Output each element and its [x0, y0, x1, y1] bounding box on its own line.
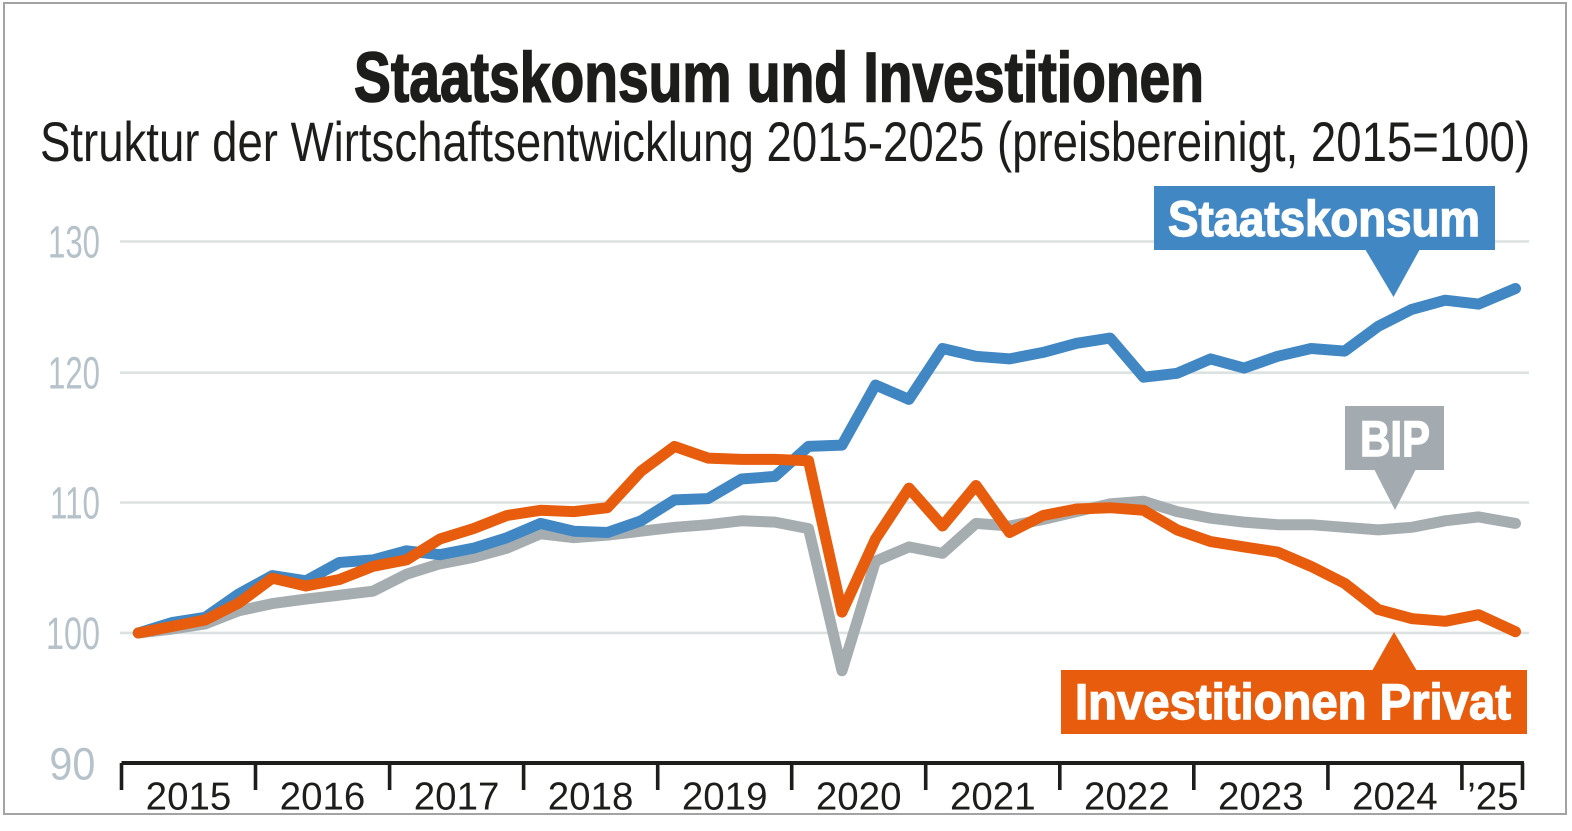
svg-text:’25: ’25: [1467, 776, 1518, 819]
svg-text:Staatskonsum und Investitionen: Staatskonsum und Investitionen: [354, 38, 1204, 117]
svg-text:120: 120: [48, 347, 100, 398]
svg-text:2017: 2017: [414, 776, 500, 819]
svg-text:2022: 2022: [1084, 776, 1170, 819]
svg-text:2015: 2015: [146, 776, 232, 819]
svg-text:2021: 2021: [950, 776, 1036, 819]
svg-text:Investitionen Privat: Investitionen Privat: [1075, 674, 1511, 730]
svg-text:BIP: BIP: [1360, 411, 1430, 467]
svg-text:2018: 2018: [548, 776, 634, 819]
svg-text:100: 100: [46, 608, 100, 659]
svg-text:Staatskonsum: Staatskonsum: [1168, 191, 1480, 247]
svg-text:110: 110: [50, 478, 100, 529]
svg-text:2020: 2020: [816, 776, 902, 819]
svg-text:2023: 2023: [1218, 776, 1304, 819]
svg-text:130: 130: [48, 217, 100, 268]
svg-text:Struktur der Wirtschaftsentwic: Struktur der Wirtschaftsentwicklung 2015…: [40, 110, 1530, 173]
svg-text:2016: 2016: [280, 776, 366, 819]
svg-text:2019: 2019: [682, 776, 768, 819]
svg-text:90: 90: [49, 738, 95, 789]
svg-text:2024: 2024: [1352, 776, 1438, 819]
